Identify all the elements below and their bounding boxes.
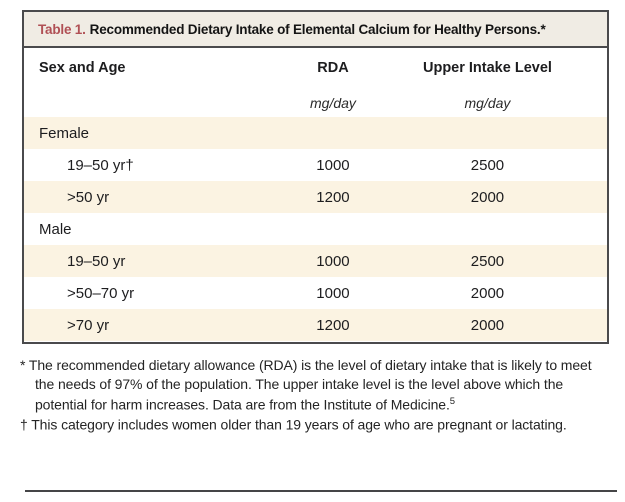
column-header-sex-age: Sex and Age [39, 60, 126, 76]
data-row-male-over-70: >70 yr 1200 2000 [24, 309, 607, 341]
column-header-rda: RDA [317, 60, 349, 76]
calcium-intake-table: Table 1. Recommended Dietary Intake of El… [22, 10, 609, 344]
footnote-marker-dagger: † [20, 416, 28, 433]
row-label-cell: >50–70 yr [67, 284, 135, 302]
footnote-marker-asterisk: * [20, 357, 26, 373]
row-label-cell: 19–50 yr [67, 252, 126, 270]
data-row-female-over-50: >50 yr 1200 2000 [24, 181, 607, 213]
units-row: mg/day mg/day [24, 88, 607, 117]
data-row-female-19-50: 19–50 yr† 1000 2500 [24, 149, 607, 181]
rda-value-cell: 1000 [316, 252, 350, 270]
row-label-cell: 19–50 yr† [67, 156, 134, 174]
footnote-pregnancy-category: † This category includes women older tha… [20, 415, 606, 435]
row-label-cell: Female [39, 124, 90, 142]
units-rda: mg/day [310, 94, 356, 111]
footnote-text: This category includes women older than … [31, 416, 567, 433]
row-label-cell: Male [39, 220, 72, 238]
upper-value-cell: 2500 [470, 156, 505, 174]
section-row-male: Male [24, 213, 607, 245]
data-row-male-50-70: >50–70 yr 1000 2000 [24, 277, 607, 309]
upper-value-cell: 2500 [470, 252, 505, 270]
rda-value-cell: 1200 [316, 188, 350, 206]
reference-superscript: 5 [449, 395, 455, 407]
footnote-rda-definition: * The recommended dietary allowance (RDA… [20, 356, 606, 415]
rda-value-cell: 1000 [316, 156, 350, 174]
footnote-text: The recommended dietary allowance (RDA) … [28, 357, 592, 413]
table-body: Female 19–50 yr† 1000 2500 >50 yr 1200 2… [24, 117, 607, 342]
table-title-text: Recommended Dietary Intake of Elemental … [89, 22, 546, 37]
upper-value-cell: 2000 [470, 316, 505, 334]
section-row-female: Female [24, 117, 607, 149]
rda-value-cell: 1200 [316, 316, 350, 334]
footnotes: * The recommended dietary allowance (RDA… [20, 356, 606, 435]
data-row-male-19-50: 19–50 yr 1000 2500 [24, 245, 607, 277]
row-label-cell: >50 yr [67, 188, 110, 206]
column-header-upper-intake: Upper Intake Level [422, 60, 552, 76]
table-number-label: Table 1. [38, 22, 86, 37]
upper-value-cell: 2000 [470, 284, 505, 302]
table-title-bar: Table 1. Recommended Dietary Intake of El… [24, 12, 607, 48]
column-header-row: Sex and Age RDA Upper Intake Level [24, 48, 607, 88]
units-upper-intake: mg/day [464, 94, 511, 111]
row-label-cell: >70 yr [67, 316, 110, 334]
rda-value-cell: 1000 [316, 284, 350, 302]
upper-value-cell: 2000 [470, 188, 505, 206]
bottom-divider [25, 490, 617, 492]
